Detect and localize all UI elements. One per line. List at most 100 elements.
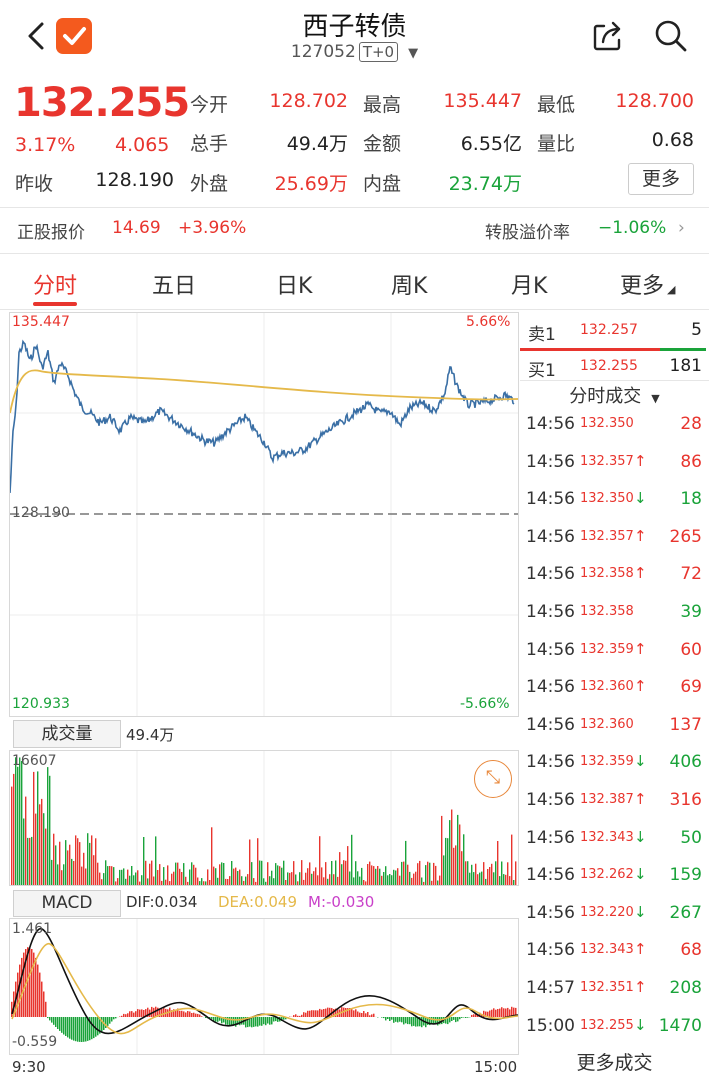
tick-price: 132.359 — [580, 641, 634, 657]
macd-histogram-bar — [261, 1017, 263, 1026]
volume-bar — [247, 874, 249, 885]
macd-histogram-bar — [373, 1013, 375, 1017]
macd-histogram-bar — [51, 1017, 53, 1023]
macd-histogram-bar — [63, 1017, 65, 1035]
volume-bar — [499, 876, 501, 885]
macd-histogram-bar — [367, 1012, 369, 1017]
macd-histogram-bar — [281, 1017, 283, 1021]
macd-histogram-bar — [201, 1016, 203, 1017]
volume-bar — [513, 880, 515, 885]
tick-volume: 316 — [669, 790, 702, 810]
stock-price-label: 正股报价 — [17, 223, 85, 243]
macd-histogram-bar — [357, 1011, 359, 1017]
volume-bar — [309, 862, 311, 885]
volume-bar — [277, 865, 279, 885]
volume-bar — [431, 880, 433, 885]
tick-time: 14:56 — [526, 677, 575, 698]
security-code-selector[interactable]: 127052 T+0 ▼ — [0, 42, 709, 62]
volume-bar — [353, 877, 355, 885]
volume-bar — [289, 872, 291, 885]
macd-histogram-bar — [73, 1017, 75, 1041]
volume-bar — [195, 867, 197, 885]
volume-bar — [209, 880, 211, 885]
volume-bar — [215, 868, 217, 885]
macd-histogram-bar — [369, 1015, 371, 1017]
macd-histogram-bar — [485, 1011, 487, 1017]
volume-bar — [257, 838, 259, 885]
volume-bar — [185, 876, 187, 885]
tick-row: 14:56 132.220 ↓ 267 — [526, 903, 704, 933]
volume-bar — [47, 767, 49, 885]
share-icon[interactable] — [590, 18, 626, 54]
volume-bar — [297, 881, 299, 885]
macd-histogram-bar — [461, 1017, 463, 1018]
macd-histogram-bar — [221, 1017, 223, 1024]
macd-histogram-bar — [187, 1011, 189, 1017]
macd-histogram-bar — [319, 1008, 321, 1017]
tab-intraday[interactable]: 分时 — [33, 274, 78, 299]
volume-chart[interactable] — [9, 750, 519, 886]
volume-bar — [27, 837, 29, 885]
bid-label: 买1 — [528, 361, 556, 381]
volume-bar — [419, 860, 421, 885]
tab-five-day[interactable]: 五日 — [152, 274, 197, 299]
tick-arrow-icon: ↑ — [634, 564, 647, 583]
volume-bar — [199, 881, 201, 885]
back-arrow-icon[interactable] — [18, 16, 54, 56]
volume-bar — [445, 837, 447, 885]
premium-label-text: 转股溢价率 — [485, 223, 570, 243]
premium-label[interactable]: 转股溢价率 — [485, 218, 570, 243]
volume-bar — [111, 866, 113, 885]
more-quote-button[interactable]: 更多 — [628, 163, 694, 195]
volume-bar — [335, 860, 337, 885]
search-icon[interactable] — [651, 16, 691, 56]
macd-histogram-bar — [193, 1012, 195, 1017]
volume-bar — [15, 757, 17, 885]
volume-bar — [169, 881, 171, 885]
macd-histogram-bar — [143, 1010, 145, 1017]
ticks-selector[interactable]: 分时成交 ▼ — [520, 382, 709, 408]
tab-more[interactable]: 更多 ◢ — [620, 268, 675, 300]
macd-histogram-bar — [303, 1012, 305, 1017]
volume-bar — [97, 862, 99, 885]
volume-bar — [93, 855, 95, 885]
macd-histogram-bar — [503, 1008, 505, 1017]
tab-monthly-k[interactable]: 月K — [511, 274, 548, 299]
tick-volume: 1470 — [658, 1015, 702, 1036]
macd-histogram-bar — [247, 1017, 249, 1028]
macd-chart[interactable] — [9, 918, 519, 1055]
macd-histogram-bar — [257, 1017, 259, 1027]
macd-histogram-bar — [409, 1017, 411, 1025]
more-trades-button[interactable]: 更多成交 — [576, 1052, 653, 1074]
volume-bar — [461, 851, 463, 885]
macd-indicator-button[interactable]: MACD — [13, 890, 121, 917]
volume-bar — [321, 867, 323, 885]
tick-volume: 28 — [680, 414, 702, 434]
expand-icon[interactable]: ⤡ — [474, 760, 512, 798]
volume-bar — [491, 863, 493, 885]
tab-daily-k[interactable]: 日K — [276, 274, 313, 299]
macd-histogram-bar — [163, 1007, 165, 1017]
macd-histogram-bar — [337, 1009, 339, 1017]
volume-indicator-button[interactable]: 成交量 — [13, 720, 121, 748]
macd-histogram-bar — [39, 972, 41, 1017]
chevron-right-icon[interactable]: › — [678, 218, 685, 238]
tab-weekly-k[interactable]: 周K — [391, 274, 428, 299]
tick-row: 14:57 132.351 ↑ 208 — [526, 978, 704, 1008]
macd-histogram-bar — [197, 1013, 199, 1017]
volume-bar — [173, 871, 175, 885]
macd-histogram-bar — [229, 1017, 231, 1026]
volume-bar — [125, 878, 127, 885]
macd-histogram-bar — [457, 1017, 459, 1022]
macd-histogram-bar — [385, 1017, 387, 1021]
macd-histogram-bar — [307, 1010, 309, 1017]
tick-price: 132.387 — [580, 792, 634, 807]
macd-histogram-bar — [199, 1014, 201, 1017]
volume-bar — [477, 874, 479, 885]
volume-bar — [147, 878, 149, 885]
volume-bar — [219, 864, 221, 885]
intraday-chart[interactable] — [9, 312, 519, 717]
macd-histogram-bar — [397, 1017, 399, 1023]
macd-histogram-bar — [29, 947, 31, 1017]
page-title: 西子转债 — [302, 12, 407, 42]
